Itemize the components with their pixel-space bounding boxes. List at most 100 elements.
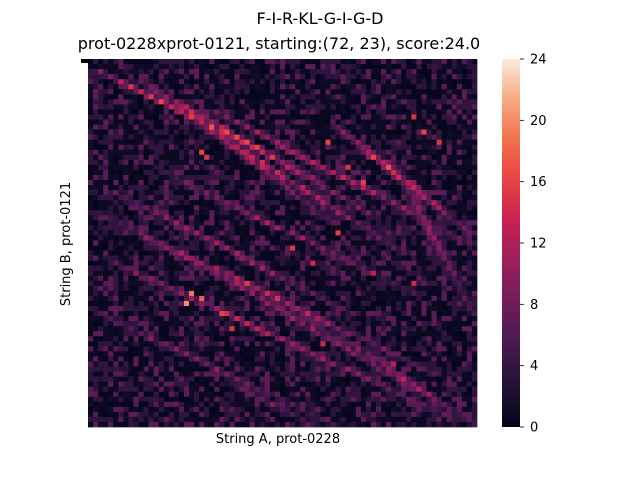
- heatmap-cell: [173, 164, 180, 171]
- heatmap-cell: [168, 270, 175, 277]
- heatmap-cell: [305, 311, 311, 317]
- heatmap-cell: [300, 346, 306, 352]
- heatmap-cell: [375, 94, 382, 100]
- heatmap-cell: [325, 260, 331, 267]
- heatmap-cell: [446, 270, 453, 277]
- heatmap-cell: [370, 306, 377, 312]
- heatmap-cell: [456, 306, 463, 312]
- heatmap-cell: [163, 109, 170, 115]
- heatmap-cell: [370, 230, 377, 236]
- heatmap-cell: [178, 280, 185, 287]
- heatmap-cell: [93, 129, 99, 135]
- heatmap-cell: [168, 114, 175, 120]
- heatmap-cell: [330, 235, 336, 241]
- heatmap-cell: [406, 64, 412, 70]
- heatmap-cell: [305, 306, 311, 312]
- heatmap-cell: [436, 245, 442, 251]
- heatmap-cell: [229, 129, 235, 135]
- heatmap-cell: [421, 195, 427, 201]
- heatmap-cell: [264, 139, 271, 146]
- heatmap-cell: [224, 89, 230, 95]
- heatmap-cell: [386, 154, 392, 161]
- heatmap-cell: [325, 356, 331, 362]
- heatmap-cell: [431, 376, 437, 382]
- heatmap-cell: [219, 280, 225, 287]
- heatmap-cell: [183, 195, 190, 201]
- heatmap-cell: [401, 280, 407, 287]
- heatmap-cell: [259, 74, 266, 80]
- heatmap-cell: [113, 114, 119, 120]
- heatmap-cell: [249, 300, 256, 307]
- heatmap-cell: [204, 149, 210, 156]
- heatmap-cell: [274, 326, 281, 332]
- heatmap-cell: [158, 371, 165, 377]
- heatmap-cell: [396, 321, 402, 327]
- heatmap-cell: [315, 361, 321, 367]
- heatmap-cell: [401, 376, 407, 382]
- heatmap-cell: [108, 260, 114, 267]
- heatmap-cell: [229, 280, 235, 287]
- heatmap-cell: [396, 129, 402, 135]
- heatmap-cell: [391, 154, 397, 161]
- heatmap-cell: [411, 129, 417, 135]
- heatmap-cell: [426, 164, 432, 171]
- heatmap-cell: [93, 300, 99, 307]
- heatmap-cell: [295, 250, 301, 256]
- heatmap-cell: [98, 159, 104, 166]
- heatmap-cell: [244, 311, 251, 317]
- heatmap-cell: [295, 381, 301, 388]
- heatmap-cell: [118, 69, 124, 75]
- heatmap-cell: [310, 230, 316, 236]
- heatmap-cell: [471, 99, 478, 105]
- heatmap-cell: [436, 104, 442, 110]
- heatmap-cell: [103, 79, 109, 85]
- heatmap-cell: [421, 109, 427, 115]
- heatmap-cell: [274, 295, 281, 302]
- heatmap-cell: [406, 79, 412, 85]
- heatmap-cell: [93, 280, 99, 287]
- heatmap-cell: [199, 99, 205, 105]
- heatmap-cell: [244, 336, 251, 342]
- heatmap-cell: [396, 270, 402, 277]
- heatmap-cell: [214, 119, 220, 125]
- heatmap-cell: [330, 69, 336, 75]
- heatmap-cell: [295, 245, 301, 251]
- heatmap-cell: [103, 250, 109, 256]
- heatmap-cell: [158, 326, 165, 332]
- heatmap-cell: [406, 290, 412, 297]
- heatmap-cell: [401, 366, 407, 372]
- heatmap-cell: [274, 164, 281, 171]
- heatmap-cell: [295, 311, 301, 317]
- heatmap-cell: [461, 220, 468, 226]
- heatmap-cell: [249, 99, 256, 105]
- heatmap-cell: [93, 149, 99, 156]
- heatmap-cell: [163, 326, 170, 332]
- heatmap-cell: [446, 230, 453, 236]
- heatmap-cell: [113, 235, 119, 241]
- heatmap-cell: [431, 220, 437, 226]
- heatmap-cell: [219, 215, 225, 221]
- heatmap-cell: [411, 59, 417, 65]
- heatmap-cell: [264, 144, 271, 151]
- heatmap-cell: [183, 179, 190, 186]
- heatmap-cell: [300, 376, 306, 382]
- heatmap-cell: [189, 280, 195, 287]
- heatmap-cell: [113, 346, 119, 352]
- heatmap-cell: [93, 250, 99, 256]
- heatmap-cell: [381, 144, 387, 151]
- heatmap-cell: [133, 230, 139, 236]
- heatmap-cell: [300, 311, 306, 317]
- heatmap-cell: [355, 351, 362, 357]
- heatmap-cell: [133, 331, 139, 337]
- heatmap-cell: [249, 366, 256, 372]
- heatmap-cell: [163, 79, 170, 85]
- heatmap-cell: [451, 114, 458, 120]
- heatmap-cell: [436, 99, 442, 105]
- heatmap-cell: [239, 134, 245, 141]
- heatmap-cell: [310, 290, 316, 297]
- heatmap-cell: [249, 356, 256, 362]
- heatmap-cell: [153, 104, 160, 110]
- heatmap-cell: [128, 124, 134, 130]
- heatmap-cell: [360, 74, 367, 80]
- heatmap-cell: [239, 79, 245, 85]
